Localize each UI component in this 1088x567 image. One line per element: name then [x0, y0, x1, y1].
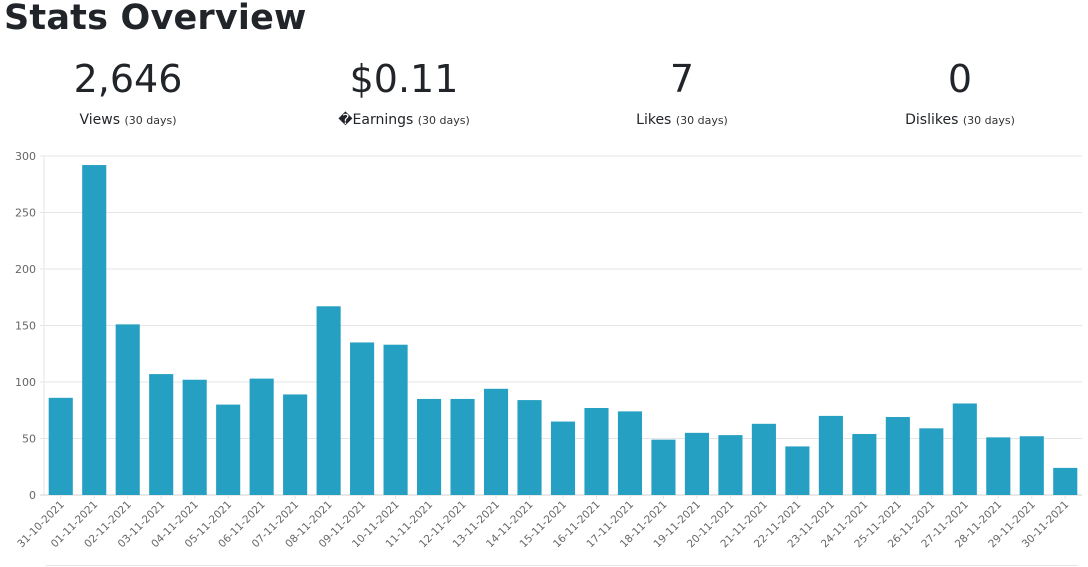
stat-earnings-label: �Earnings (30 days): [268, 112, 540, 128]
bar-17-11-2021[interactable]: [617, 411, 643, 495]
stat-views-value: 2,646: [73, 57, 183, 101]
stat-dislikes-value: 0: [947, 57, 973, 101]
bar-16-11-2021[interactable]: [584, 407, 609, 495]
stat-likes: 7 Likes (30 days): [546, 56, 818, 128]
stat-dislikes: 0 Dislikes (30 days): [824, 56, 1088, 128]
bar-02-11-2021[interactable]: [115, 324, 140, 495]
bar-14-11-2021[interactable]: [517, 400, 542, 495]
stat-dislikes-label: Dislikes (30 days): [824, 112, 1088, 128]
stat-dislikes-label-text: Dislikes: [905, 112, 959, 128]
stat-dislikes-period: (30 days): [962, 114, 1015, 127]
y-tick-label: 150: [15, 320, 36, 333]
y-tick-label: 50: [22, 433, 36, 446]
bar-11-11-2021[interactable]: [417, 398, 442, 495]
stat-earnings-label-text: �Earnings: [338, 112, 414, 128]
bar-18-11-2021[interactable]: [651, 439, 676, 495]
bar-06-11-2021[interactable]: [249, 378, 274, 495]
page-title: Stats Overview: [4, 0, 307, 38]
bar-25-11-2021[interactable]: [885, 417, 910, 495]
bar-10-11-2021[interactable]: [383, 344, 408, 495]
bar-28-11-2021[interactable]: [986, 437, 1011, 495]
bar-07-11-2021[interactable]: [283, 394, 308, 495]
x-axis-ticks: 31-10-202101-11-202102-11-202103-11-2021…: [15, 495, 1071, 550]
bar-13-11-2021[interactable]: [483, 388, 509, 495]
bar-31-10-2021[interactable]: [48, 397, 73, 495]
views-bar-chart: 0 50 100 150 200 250 300 31-10-202101-11-20210…: [15, 150, 1082, 550]
stat-views-period: (30 days): [124, 114, 177, 127]
stat-views-label-text: Views: [79, 112, 121, 128]
stat-earnings: $0.11 �Earnings (30 days): [268, 56, 540, 128]
y-axis-ticks: 0 50 100 150 200 250 300: [15, 150, 36, 502]
stat-views-label: Views (30 days): [0, 112, 264, 128]
bar-24-11-2021[interactable]: [852, 433, 877, 495]
y-tick-label: 0: [29, 489, 36, 502]
bar-01-11-2021[interactable]: [82, 165, 107, 495]
bar-12-11-2021[interactable]: [450, 398, 475, 495]
bar-19-11-2021[interactable]: [684, 432, 709, 495]
stat-likes-label: Likes (30 days): [546, 112, 818, 128]
bar-27-11-2021[interactable]: [952, 403, 977, 495]
bar-26-11-2021[interactable]: [919, 428, 944, 495]
y-tick-label: 300: [15, 150, 36, 163]
bar-15-11-2021[interactable]: [550, 421, 576, 495]
y-tick-label: 100: [15, 376, 36, 389]
y-tick-label: 250: [15, 207, 36, 220]
bar-21-11-2021[interactable]: [751, 423, 776, 495]
chart-bars: [48, 165, 1078, 495]
bar-04-11-2021[interactable]: [182, 379, 207, 495]
bar-20-11-2021[interactable]: [718, 435, 743, 495]
y-tick-label: 200: [15, 263, 36, 276]
bar-22-11-2021[interactable]: [785, 446, 810, 495]
bar-29-11-2021[interactable]: [1019, 436, 1044, 495]
bar-23-11-2021[interactable]: [818, 415, 843, 495]
stat-likes-label-text: Likes: [636, 112, 672, 128]
bar-05-11-2021[interactable]: [216, 404, 241, 495]
bar-03-11-2021[interactable]: [149, 374, 174, 495]
stat-earnings-value: $0.11: [349, 57, 459, 101]
bar-30-11-2021[interactable]: [1053, 467, 1078, 495]
bar-09-11-2021[interactable]: [350, 342, 375, 495]
bottom-divider: [46, 565, 1078, 566]
stat-views: 2,646 Views (30 days): [0, 56, 264, 128]
bar-08-11-2021[interactable]: [316, 306, 341, 495]
stat-earnings-period: (30 days): [417, 114, 470, 127]
stat-likes-value: 7: [669, 57, 695, 101]
stat-likes-period: (30 days): [675, 114, 728, 127]
